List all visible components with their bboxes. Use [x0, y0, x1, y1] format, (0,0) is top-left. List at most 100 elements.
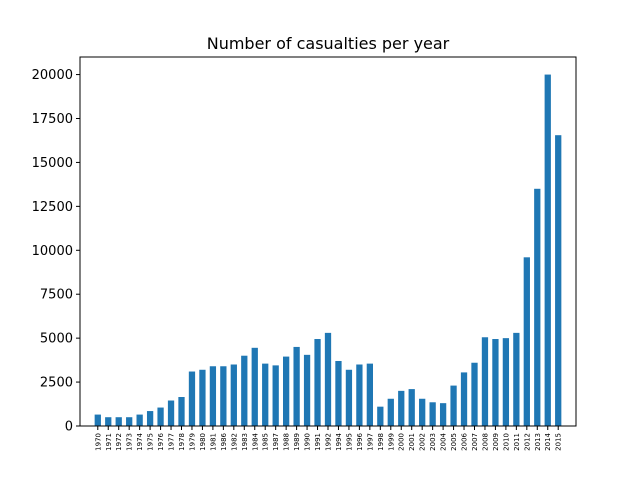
x-tick-label: 1987	[272, 433, 280, 451]
bar-2006	[460, 372, 468, 426]
x-tick-label: 1992	[325, 433, 333, 451]
x-tick-label: 2007	[471, 433, 479, 451]
bar-1974	[136, 414, 143, 426]
bar-2000	[398, 390, 405, 426]
bar-1984	[251, 347, 258, 426]
x-tick-label: 1982	[230, 433, 238, 451]
x-tick-label: 1990	[304, 433, 312, 451]
bars-group	[94, 74, 562, 426]
x-tick-label: 2005	[450, 433, 458, 451]
x-tick-label: 1998	[377, 433, 385, 451]
x-tick-label: 2010	[502, 433, 510, 451]
x-tick-label: 1996	[356, 432, 364, 450]
x-tick-label: 1970	[94, 433, 102, 451]
bar-1977	[167, 400, 175, 426]
x-tick-label: 1979	[188, 433, 196, 451]
chart-title: Number of casualties per year	[207, 34, 450, 53]
x-tick-label: 2001	[408, 433, 416, 451]
x-tick-label: 1985	[262, 433, 270, 451]
x-tick-label: 2014	[544, 432, 552, 450]
y-tick-label: 12500	[32, 200, 73, 215]
bar-1986	[220, 366, 227, 426]
bar-2014	[544, 74, 551, 426]
bar-2010	[502, 338, 510, 426]
x-tick-label: 2009	[492, 433, 500, 451]
x-tick-label: 1997	[366, 433, 374, 451]
x-tick-label: 2003	[429, 433, 437, 451]
y-axis: 0 2500 5000 7500 10000 12500 15000 17500 20000	[32, 68, 80, 435]
x-tick-label: 1978	[178, 433, 186, 451]
y-tick-label: 7500	[40, 288, 73, 303]
bar-2012	[523, 257, 530, 426]
bar-1971	[105, 417, 112, 426]
bar-1994	[335, 360, 342, 426]
bar-1995	[345, 369, 353, 426]
x-tick-label: 1976	[157, 432, 165, 450]
bar-1991	[314, 339, 321, 426]
x-tick-label: 1986	[220, 432, 228, 450]
bar-2015	[555, 135, 562, 426]
bar-1999	[387, 398, 394, 426]
x-tick-label: 2011	[513, 433, 521, 451]
bar-1979	[188, 371, 196, 426]
bar-2002	[419, 398, 426, 426]
x-tick-label: 2013	[534, 433, 542, 451]
x-tick-label: 2004	[440, 432, 448, 450]
x-tick-label: 2012	[523, 433, 531, 451]
x-tick-label: 1971	[105, 433, 113, 451]
bar-2009	[492, 339, 499, 426]
bar-1976	[157, 407, 164, 426]
bar-1970	[94, 414, 101, 426]
bar-1978	[178, 397, 185, 426]
x-tick-label: 1999	[387, 433, 395, 451]
bar-1975	[146, 411, 154, 426]
x-tick-label: 2015	[555, 433, 563, 451]
x-tick-label: 2008	[481, 433, 489, 451]
y-tick-label: 15000	[32, 156, 73, 171]
bar-1987	[272, 365, 279, 426]
bar-1989	[293, 346, 300, 426]
bar-2008	[481, 337, 489, 426]
bar-1996	[356, 364, 363, 426]
bar-2005	[450, 385, 457, 426]
x-tick-label: 1980	[199, 433, 207, 451]
x-tick-label: 2006	[461, 432, 469, 450]
bar-1988	[283, 356, 290, 426]
x-axis: 1970 1971 1972 1973 1974 1975 1976 1977 1978 1979…	[94, 426, 563, 451]
bar-2001	[408, 389, 415, 426]
bar-1981	[209, 366, 217, 426]
x-tick-label: 1995	[345, 433, 353, 451]
x-tick-label: 1981	[209, 433, 217, 451]
y-tick-label: 17500	[32, 112, 73, 127]
x-tick-label: 2002	[419, 433, 427, 451]
bar-1998	[377, 406, 384, 426]
bar-1997	[366, 363, 373, 426]
x-tick-label: 1977	[168, 433, 176, 451]
x-tick-label: 1972	[115, 433, 123, 451]
y-tick-label: 5000	[40, 332, 73, 347]
bar-2004	[439, 403, 447, 426]
x-tick-label: 1974	[136, 432, 144, 450]
x-tick-label: 1984	[251, 432, 259, 450]
y-tick-label: 10000	[32, 244, 73, 259]
x-tick-label: 1973	[126, 433, 134, 451]
y-tick-label: 2500	[40, 376, 73, 391]
bar-1992	[324, 332, 332, 426]
bar-1983	[241, 355, 248, 426]
bar-2007	[471, 362, 478, 426]
y-tick-label: 0	[65, 420, 73, 435]
x-tick-label: 1989	[293, 433, 301, 451]
x-tick-label: 1994	[335, 432, 343, 450]
x-tick-label: 2000	[398, 433, 406, 451]
bar-1972	[115, 417, 122, 426]
bar-1973	[126, 417, 133, 426]
x-tick-label: 1983	[241, 433, 249, 451]
bar-1985	[262, 363, 269, 426]
bar-1980	[199, 369, 206, 426]
x-tick-label: 1988	[283, 433, 291, 451]
x-tick-label: 1991	[314, 433, 322, 451]
bar-2011	[513, 332, 520, 426]
bar-2003	[429, 402, 436, 426]
x-tick-label: 1975	[147, 433, 155, 451]
